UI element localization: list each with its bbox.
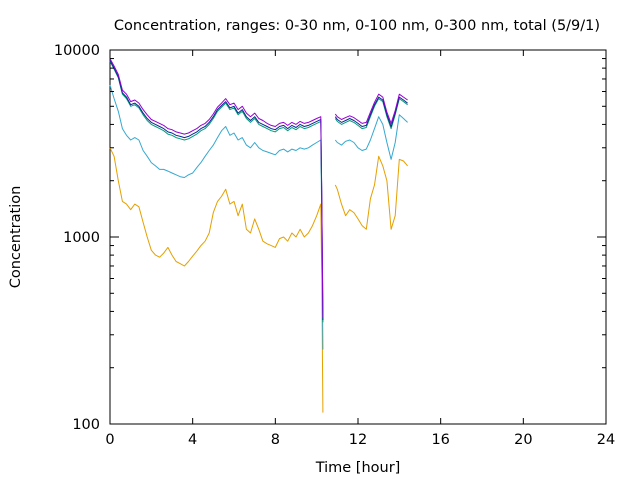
- axis-layer: 0 4 8 12 16 20 24 100 1000 10000: [54, 43, 615, 448]
- series-line: [109, 147, 324, 413]
- series-line: [334, 155, 408, 230]
- x-tick-label: 16: [431, 432, 449, 448]
- y-tick-label: 100: [72, 417, 100, 433]
- series-layer: [109, 58, 408, 413]
- y-axis-label: Concentration: [8, 186, 24, 289]
- y-tick-label: 1000: [63, 230, 100, 246]
- series-line: [334, 93, 408, 124]
- x-tick-label: 20: [514, 432, 532, 448]
- x-axis-label: Time [hour]: [315, 460, 401, 476]
- series-line: [109, 58, 324, 318]
- x-tick-label: 12: [349, 432, 367, 448]
- series-line: [334, 96, 408, 127]
- x-tick-label: 4: [188, 432, 197, 448]
- chart-title: Concentration, ranges: 0-30 nm, 0-100 nm…: [114, 18, 600, 34]
- series-line: [109, 84, 324, 350]
- series-line: [334, 114, 408, 160]
- x-tick-label: 0: [105, 432, 114, 448]
- series-line: [109, 60, 324, 321]
- series-line: [109, 61, 324, 323]
- plot-frame: [109, 49, 607, 425]
- x-tick-label: 8: [271, 432, 280, 448]
- y-tick-label: 10000: [54, 43, 100, 59]
- x-tick-label: 24: [597, 432, 615, 448]
